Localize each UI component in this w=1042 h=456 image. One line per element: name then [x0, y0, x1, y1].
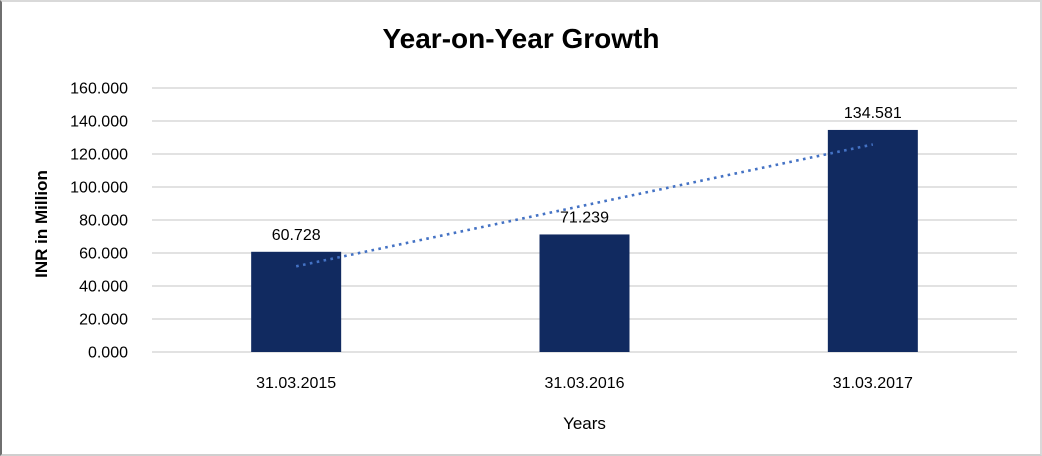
y-tick-label: 20.000	[79, 312, 128, 329]
bar	[251, 251, 342, 352]
chart-title: Year-on-Year Growth	[382, 23, 660, 54]
y-tick-label: 100.000	[70, 180, 128, 197]
bar-value-label: 71.239	[560, 209, 609, 226]
y-tick-label: 40.000	[79, 279, 128, 296]
bar-value-label: 60.728	[272, 227, 321, 244]
y-tick-label: 140.000	[70, 114, 128, 131]
trendline	[295, 143, 874, 268]
y-tick-label: 0.000	[88, 345, 128, 362]
x-category-label: 31.03.2017	[833, 375, 913, 392]
x-category-label: 31.03.2015	[256, 375, 336, 392]
y-tick-label: 80.000	[79, 213, 128, 230]
x-category-label: 31.03.2016	[544, 375, 624, 392]
x-axis-title: Years	[563, 414, 606, 433]
y-tick-label: 160.000	[70, 81, 128, 98]
y-tick-label: 120.000	[70, 147, 128, 164]
bar	[827, 129, 918, 352]
bar-value-label: 134.581	[844, 105, 902, 122]
y-tick-label: 60.000	[79, 246, 128, 263]
bar	[539, 234, 630, 352]
